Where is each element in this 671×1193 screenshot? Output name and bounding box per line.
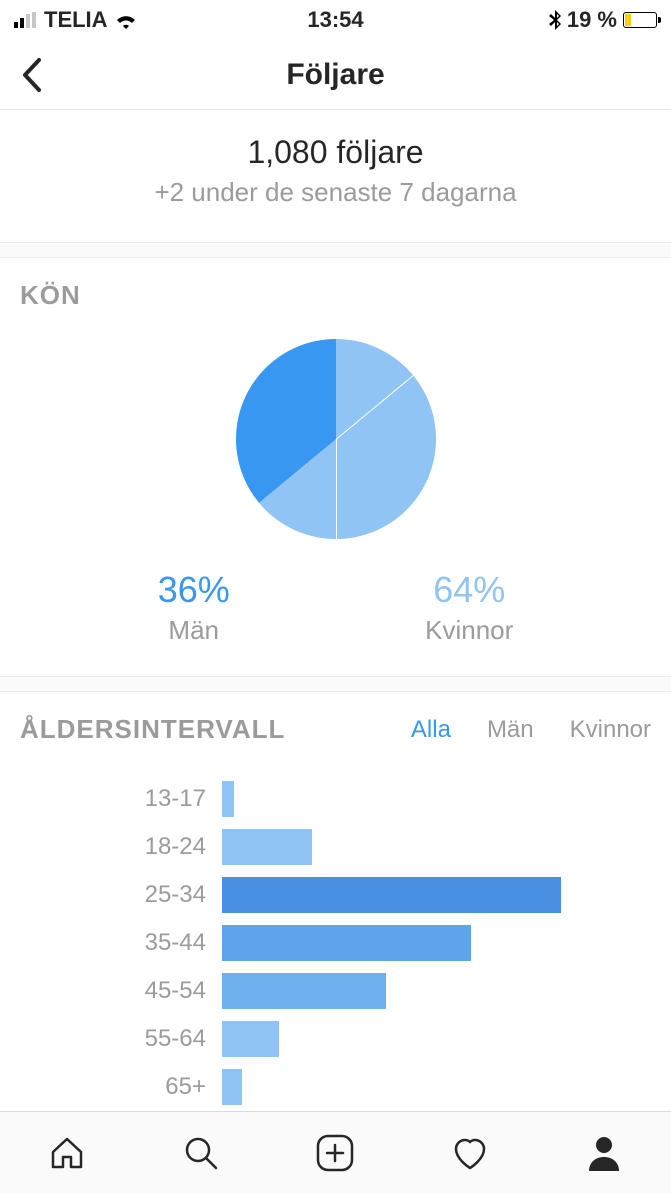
legend-female: 64% Kvinnor bbox=[425, 569, 513, 646]
status-left: TELIA bbox=[14, 7, 138, 33]
battery-icon bbox=[623, 12, 657, 28]
wifi-icon bbox=[114, 11, 138, 29]
battery-fill bbox=[625, 14, 631, 26]
page-title: Följare bbox=[286, 58, 384, 92]
followers-summary: 1,080 följare +2 under de senaste 7 daga… bbox=[0, 110, 671, 242]
battery-pct: 19 % bbox=[567, 7, 617, 33]
age-title: ÅLDERSINTERVALL bbox=[20, 714, 285, 745]
search-icon bbox=[182, 1134, 220, 1172]
status-right: 19 % bbox=[549, 7, 657, 33]
age-bar bbox=[222, 829, 312, 865]
age-bar-label: 18-24 bbox=[0, 833, 222, 861]
age-bar bbox=[222, 925, 471, 961]
age-bar-label: 35-44 bbox=[0, 929, 222, 957]
age-bar bbox=[222, 1021, 279, 1057]
age-bar-label: 25-34 bbox=[0, 881, 222, 909]
age-bar bbox=[222, 1069, 242, 1105]
age-bar bbox=[222, 781, 234, 817]
age-bar-row: 45-54 bbox=[0, 967, 631, 1015]
gender-pie-chart bbox=[236, 339, 436, 539]
carrier-label: TELIA bbox=[44, 7, 108, 33]
gender-section: KÖN 36% Män 64% Kvinnor bbox=[0, 258, 671, 676]
age-bar-row: 13-17 bbox=[0, 775, 631, 823]
age-bar-track bbox=[222, 925, 631, 961]
bottom-tab-bar bbox=[0, 1111, 671, 1193]
age-bar-row: 55-64 bbox=[0, 1015, 631, 1063]
age-bar-row: 35-44 bbox=[0, 919, 631, 967]
age-bar-label: 55-64 bbox=[0, 1025, 222, 1053]
profile-icon bbox=[587, 1135, 621, 1171]
age-bar-label: 65+ bbox=[0, 1073, 222, 1101]
age-tab-kvinnor[interactable]: Kvinnor bbox=[570, 716, 651, 744]
back-button[interactable] bbox=[10, 53, 54, 97]
signal-icon bbox=[14, 12, 38, 28]
age-bar-track bbox=[222, 829, 631, 865]
age-bar-row: 18-24 bbox=[0, 823, 631, 871]
bluetooth-icon bbox=[549, 10, 561, 30]
tab-new-post[interactable] bbox=[309, 1127, 361, 1179]
plus-box-icon bbox=[315, 1133, 355, 1173]
age-bar-label: 45-54 bbox=[0, 977, 222, 1005]
age-bar-track bbox=[222, 973, 631, 1009]
tab-home[interactable] bbox=[41, 1127, 93, 1179]
section-divider bbox=[0, 242, 671, 258]
home-icon bbox=[48, 1134, 86, 1172]
age-bar-chart: 13-17 18-24 25-34 35-44 45-54 55-64 65+ bbox=[0, 775, 671, 1111]
age-bar bbox=[222, 973, 386, 1009]
age-bar-row: 65+ bbox=[0, 1063, 631, 1111]
status-bar: TELIA 13:54 19 % bbox=[0, 0, 671, 40]
age-tab-alla[interactable]: Alla bbox=[411, 716, 451, 744]
legend-male-label: Män bbox=[158, 615, 230, 646]
gender-title: KÖN bbox=[0, 280, 671, 311]
legend-male: 36% Män bbox=[158, 569, 230, 646]
age-tabs: Alla Män Kvinnor bbox=[411, 716, 651, 744]
legend-female-label: Kvinnor bbox=[425, 615, 513, 646]
content-scroll[interactable]: 1,080 följare +2 under de senaste 7 daga… bbox=[0, 110, 671, 1111]
heart-icon bbox=[450, 1134, 490, 1172]
chevron-left-icon bbox=[21, 57, 43, 93]
legend-female-pct: 64% bbox=[425, 569, 513, 611]
age-bar-track bbox=[222, 1021, 631, 1057]
gender-legend: 36% Män 64% Kvinnor bbox=[0, 569, 671, 646]
age-bar-label: 13-17 bbox=[0, 785, 222, 813]
age-bar bbox=[222, 877, 561, 913]
age-section: ÅLDERSINTERVALL Alla Män Kvinnor 13-17 18-2… bbox=[0, 692, 671, 1111]
age-bar-track bbox=[222, 877, 631, 913]
nav-header: Följare bbox=[0, 40, 671, 110]
age-tab-män[interactable]: Män bbox=[487, 716, 534, 744]
age-bar-row: 25-34 bbox=[0, 871, 631, 919]
age-bar-track bbox=[222, 781, 631, 817]
age-bar-track bbox=[222, 1069, 631, 1105]
tab-activity[interactable] bbox=[444, 1127, 496, 1179]
followers-count: 1,080 följare bbox=[0, 134, 671, 171]
followers-delta: +2 under de senaste 7 dagarna bbox=[0, 177, 671, 208]
status-time: 13:54 bbox=[307, 7, 363, 33]
legend-male-pct: 36% bbox=[158, 569, 230, 611]
tab-profile[interactable] bbox=[578, 1127, 630, 1179]
tab-search[interactable] bbox=[175, 1127, 227, 1179]
section-divider bbox=[0, 676, 671, 692]
